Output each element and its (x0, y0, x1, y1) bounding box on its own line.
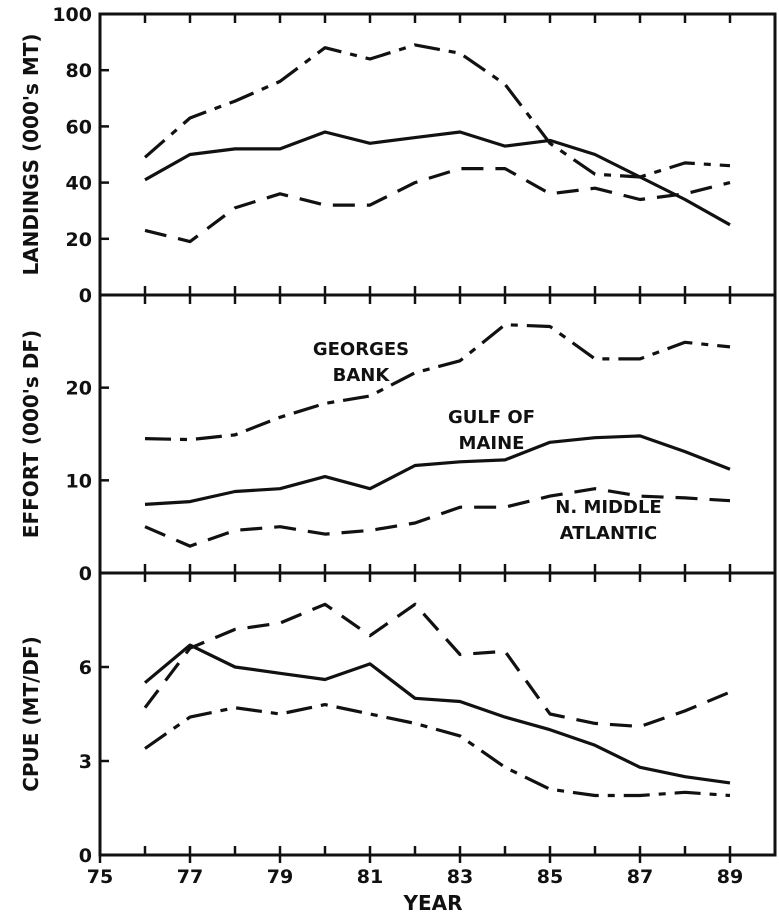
y-axis-title: LANDINGS (000's MT) (19, 33, 43, 275)
cpue-frame (98, 571, 777, 857)
y-tick-label: 60 (66, 116, 92, 138)
x-tick-label: 81 (357, 866, 383, 888)
x-tick-label: 79 (267, 866, 293, 888)
series-annotation-label: N. MIDDLE (555, 497, 661, 518)
y-tick-label: 80 (66, 60, 92, 82)
effort-series-dash-dot (144, 323, 731, 442)
x-tick-label: 75 (87, 866, 113, 888)
x-tick-label: 77 (177, 866, 203, 888)
y-tick-label: 10 (66, 470, 92, 492)
cpue-series-dashed (143, 602, 731, 729)
effort-series-dashed (144, 487, 731, 548)
landings-series-solid (144, 130, 731, 227)
effort-series-solid (144, 434, 731, 506)
y-axis-title: EFFORT (000's DF) (19, 330, 43, 538)
x-tick-label: 83 (447, 866, 473, 888)
series-annotation-label: MAINE (459, 433, 525, 454)
landings-panel: 0 20 40 60 80 100 LANDINGS (000's MT) (19, 4, 777, 307)
series-annotation-label: BANK (333, 365, 391, 386)
landings-series-dashed (144, 167, 731, 244)
x-tick-label: 89 (717, 866, 743, 888)
y-tick-label: 100 (52, 4, 92, 26)
x-tick-label: 85 (537, 866, 563, 888)
x-axis-title: YEAR (402, 891, 462, 915)
cpue-panel: 0 3 6 75 77 79 81 83 85 87 89 CPUE (MT/DF) (19, 571, 777, 888)
series-annotation-label: GEORGES (313, 339, 409, 360)
cpue-series-dash-dot (144, 702, 731, 798)
y-tick-label: 20 (66, 378, 92, 400)
series-annotation-label: GULF OF (448, 407, 535, 428)
y-tick-label: 6 (79, 657, 92, 679)
landings-series-dash-dot (143, 43, 731, 179)
x-tick-label: 87 (627, 866, 653, 888)
effort-frame (98, 293, 777, 575)
y-tick-label: 0 (79, 845, 92, 867)
cpue-series-solid (143, 643, 731, 785)
y-tick-label: 0 (79, 563, 92, 585)
series-annotation-label: ATLANTIC (560, 523, 657, 544)
effort-panel: 0 10 20 EFFORT (000's DF) GEORGES BANK GULF OF… (19, 293, 777, 585)
y-tick-label: 40 (66, 173, 92, 195)
y-tick-label: 0 (79, 285, 92, 307)
y-tick-label: 20 (66, 229, 92, 251)
y-axis-title: CPUE (MT/DF) (19, 636, 43, 792)
y-tick-label: 3 (79, 751, 92, 773)
